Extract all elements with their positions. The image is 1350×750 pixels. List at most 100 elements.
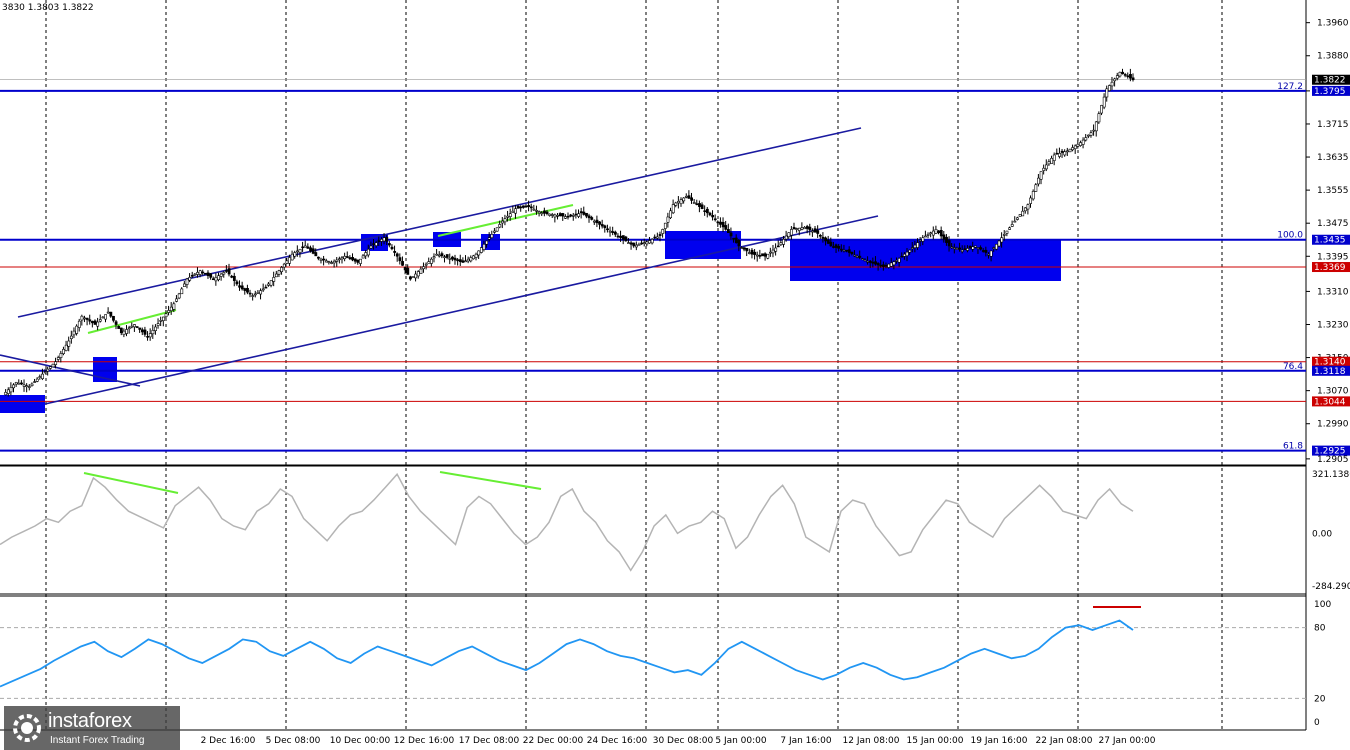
candle [524, 205, 528, 208]
candle [711, 210, 715, 221]
candle [430, 257, 433, 267]
candle-body [698, 203, 701, 207]
candle [903, 252, 906, 260]
candle [679, 197, 683, 207]
candle [779, 238, 783, 246]
candle [140, 327, 144, 336]
candle-body [6, 389, 10, 394]
candle-body [1050, 157, 1054, 164]
candle-body [27, 386, 31, 388]
candle-body [91, 321, 94, 324]
price-tag-box [1312, 445, 1350, 456]
candle-body [553, 214, 557, 218]
candle-body [388, 243, 391, 246]
candle [795, 227, 799, 233]
candle-body [603, 225, 607, 229]
candle-body [435, 253, 439, 256]
candle-body [119, 327, 123, 334]
candle-body [1010, 224, 1014, 227]
candle-body [677, 200, 680, 204]
candle-body [769, 251, 772, 254]
candle-body [75, 325, 79, 334]
candle [1108, 84, 1111, 92]
candle-body [106, 311, 110, 314]
candle [275, 270, 278, 278]
candle [411, 276, 415, 278]
candle-body [427, 261, 431, 264]
candle-body [14, 382, 18, 385]
candle-body [235, 281, 239, 285]
candle-body [112, 315, 115, 321]
candle-body [648, 240, 651, 244]
candle-body [753, 251, 757, 255]
candle [246, 284, 249, 295]
candle-body [104, 314, 107, 320]
candle-body [479, 247, 483, 253]
rsi-tick-label: 80 [1314, 624, 1326, 634]
candle [543, 207, 546, 217]
candle-body [238, 285, 242, 288]
candle-body [582, 211, 586, 215]
candle-body [527, 205, 531, 207]
candle-body [537, 211, 541, 214]
candle [719, 217, 722, 228]
candle-body [700, 204, 704, 210]
candle [1063, 149, 1067, 157]
candle [366, 244, 370, 258]
candle [1076, 140, 1080, 149]
candle [162, 316, 165, 327]
candle [861, 257, 864, 261]
candle [1113, 77, 1117, 87]
candle-body [774, 247, 778, 252]
candle-body [987, 253, 990, 256]
candle-body [887, 263, 891, 268]
candle-body [1037, 177, 1040, 185]
candle [908, 249, 912, 255]
candle-body [1021, 210, 1025, 217]
candle-body [390, 246, 394, 250]
candle [1066, 147, 1069, 156]
candle-body [290, 253, 294, 261]
candle [319, 257, 323, 264]
candle-body [879, 264, 883, 267]
candle-body [514, 208, 517, 214]
candle [553, 213, 557, 223]
candle-body [577, 213, 581, 217]
candle-body [771, 249, 775, 254]
candle-body [703, 210, 707, 212]
candle-body [934, 229, 938, 234]
candle-body [519, 206, 523, 209]
candle [929, 231, 933, 238]
candle-body [1121, 71, 1124, 75]
candle-body [209, 273, 213, 278]
candle [406, 264, 410, 275]
candle-body [692, 202, 696, 204]
candle-body [109, 311, 113, 317]
candle-body [96, 321, 100, 327]
candle-body [1118, 71, 1122, 77]
cci-tick-label: -284.290 [1312, 582, 1350, 592]
candle-body [997, 240, 1001, 247]
price-tag-box [1312, 396, 1350, 407]
candle-body [1123, 74, 1127, 76]
candle [997, 239, 1001, 248]
candle [645, 240, 649, 247]
candle [1060, 148, 1064, 158]
candle-body [695, 203, 699, 206]
candle [1047, 159, 1051, 166]
price-tick-label: 1.2905 [1317, 455, 1349, 465]
candle-body [734, 237, 738, 243]
candle-body [805, 226, 809, 229]
candle [25, 383, 29, 393]
candle [343, 252, 347, 262]
candle [311, 245, 315, 255]
candle [705, 206, 709, 218]
candle-body [979, 247, 983, 250]
candle [818, 233, 822, 239]
candle [766, 253, 770, 260]
candle-body [348, 257, 352, 260]
candle-body [1129, 74, 1132, 79]
candle-body [172, 303, 176, 310]
candle [243, 287, 247, 295]
candle-body [162, 316, 165, 321]
